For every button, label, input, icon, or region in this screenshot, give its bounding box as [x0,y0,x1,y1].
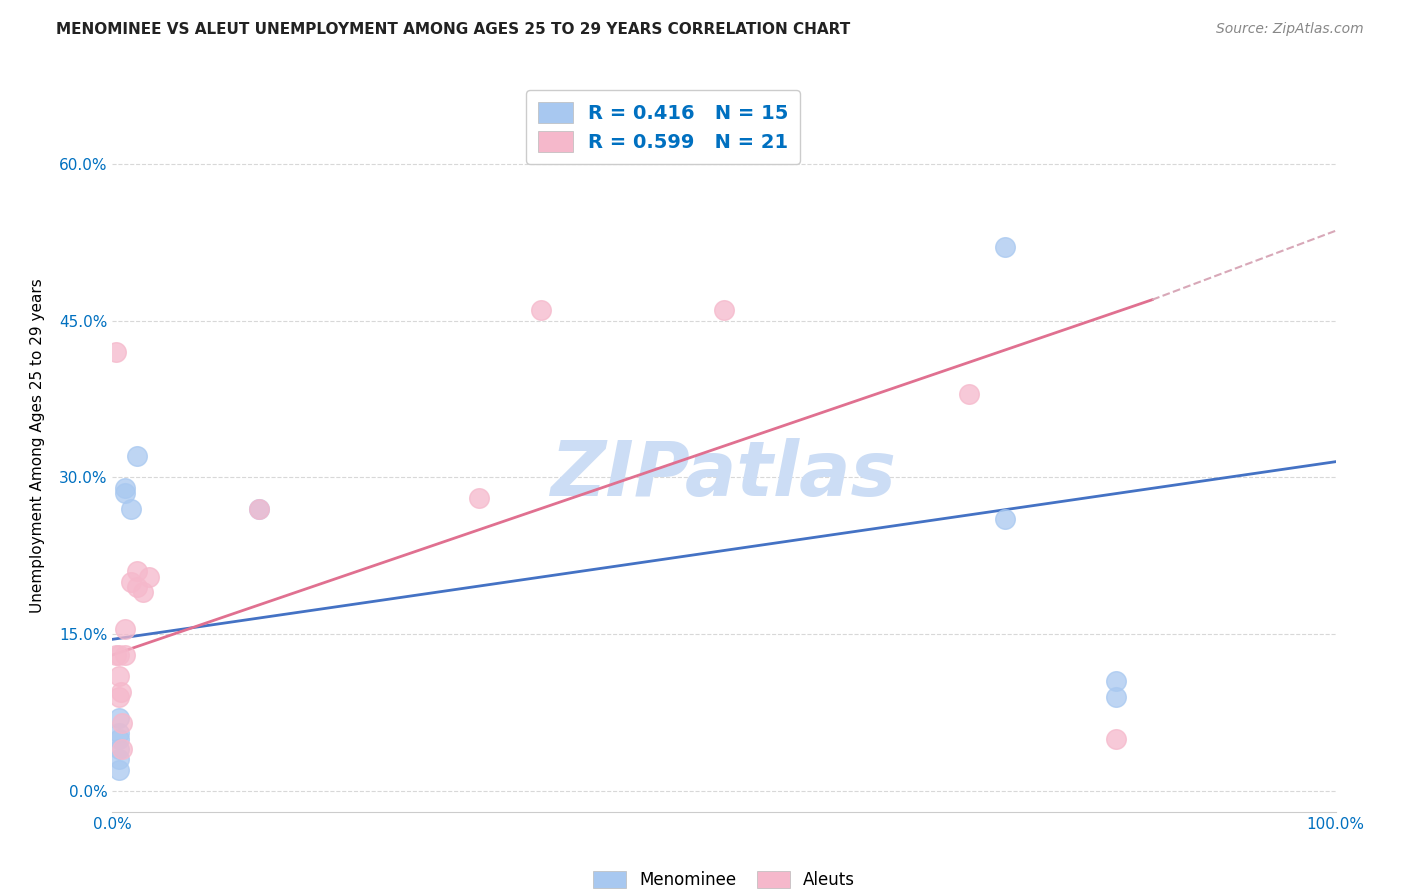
Point [125,565,148,579]
Point [957,386,980,401]
Point [1104,731,1126,746]
Point [107,690,129,704]
Point [105,345,128,359]
Point [110,684,132,698]
Point [107,742,129,756]
Text: MENOMINEE VS ALEUT UNEMPLOYMENT AMONG AGES 25 TO 29 YEARS CORRELATION CHART: MENOMINEE VS ALEUT UNEMPLOYMENT AMONG AG… [56,22,851,37]
Point [107,763,129,777]
Text: ZIPatlas: ZIPatlas [551,438,897,512]
Point [120,501,142,516]
Y-axis label: Unemployment Among Ages 25 to 29 years: Unemployment Among Ages 25 to 29 years [31,278,45,614]
Point [138,569,160,583]
Point [247,501,270,516]
Point [114,486,136,500]
Point [713,303,735,318]
Point [120,574,142,589]
Legend: Menominee, Aleuts: Menominee, Aleuts [586,864,862,892]
Point [1104,674,1126,689]
Point [107,752,129,766]
Point [107,669,129,683]
Point [994,512,1017,526]
Point [111,742,134,756]
Point [114,481,136,495]
Point [132,585,155,599]
Text: Source: ZipAtlas.com: Source: ZipAtlas.com [1216,22,1364,37]
Point [529,303,551,318]
Point [107,726,129,740]
Point [125,580,148,594]
Point [994,240,1017,254]
Point [105,648,128,662]
Point [111,715,134,730]
Point [114,622,136,636]
Point [107,648,129,662]
Point [1104,690,1126,704]
Point [107,731,129,746]
Point [247,501,270,516]
Point [468,491,491,506]
Point [107,711,129,725]
Point [114,648,136,662]
Point [125,450,148,464]
